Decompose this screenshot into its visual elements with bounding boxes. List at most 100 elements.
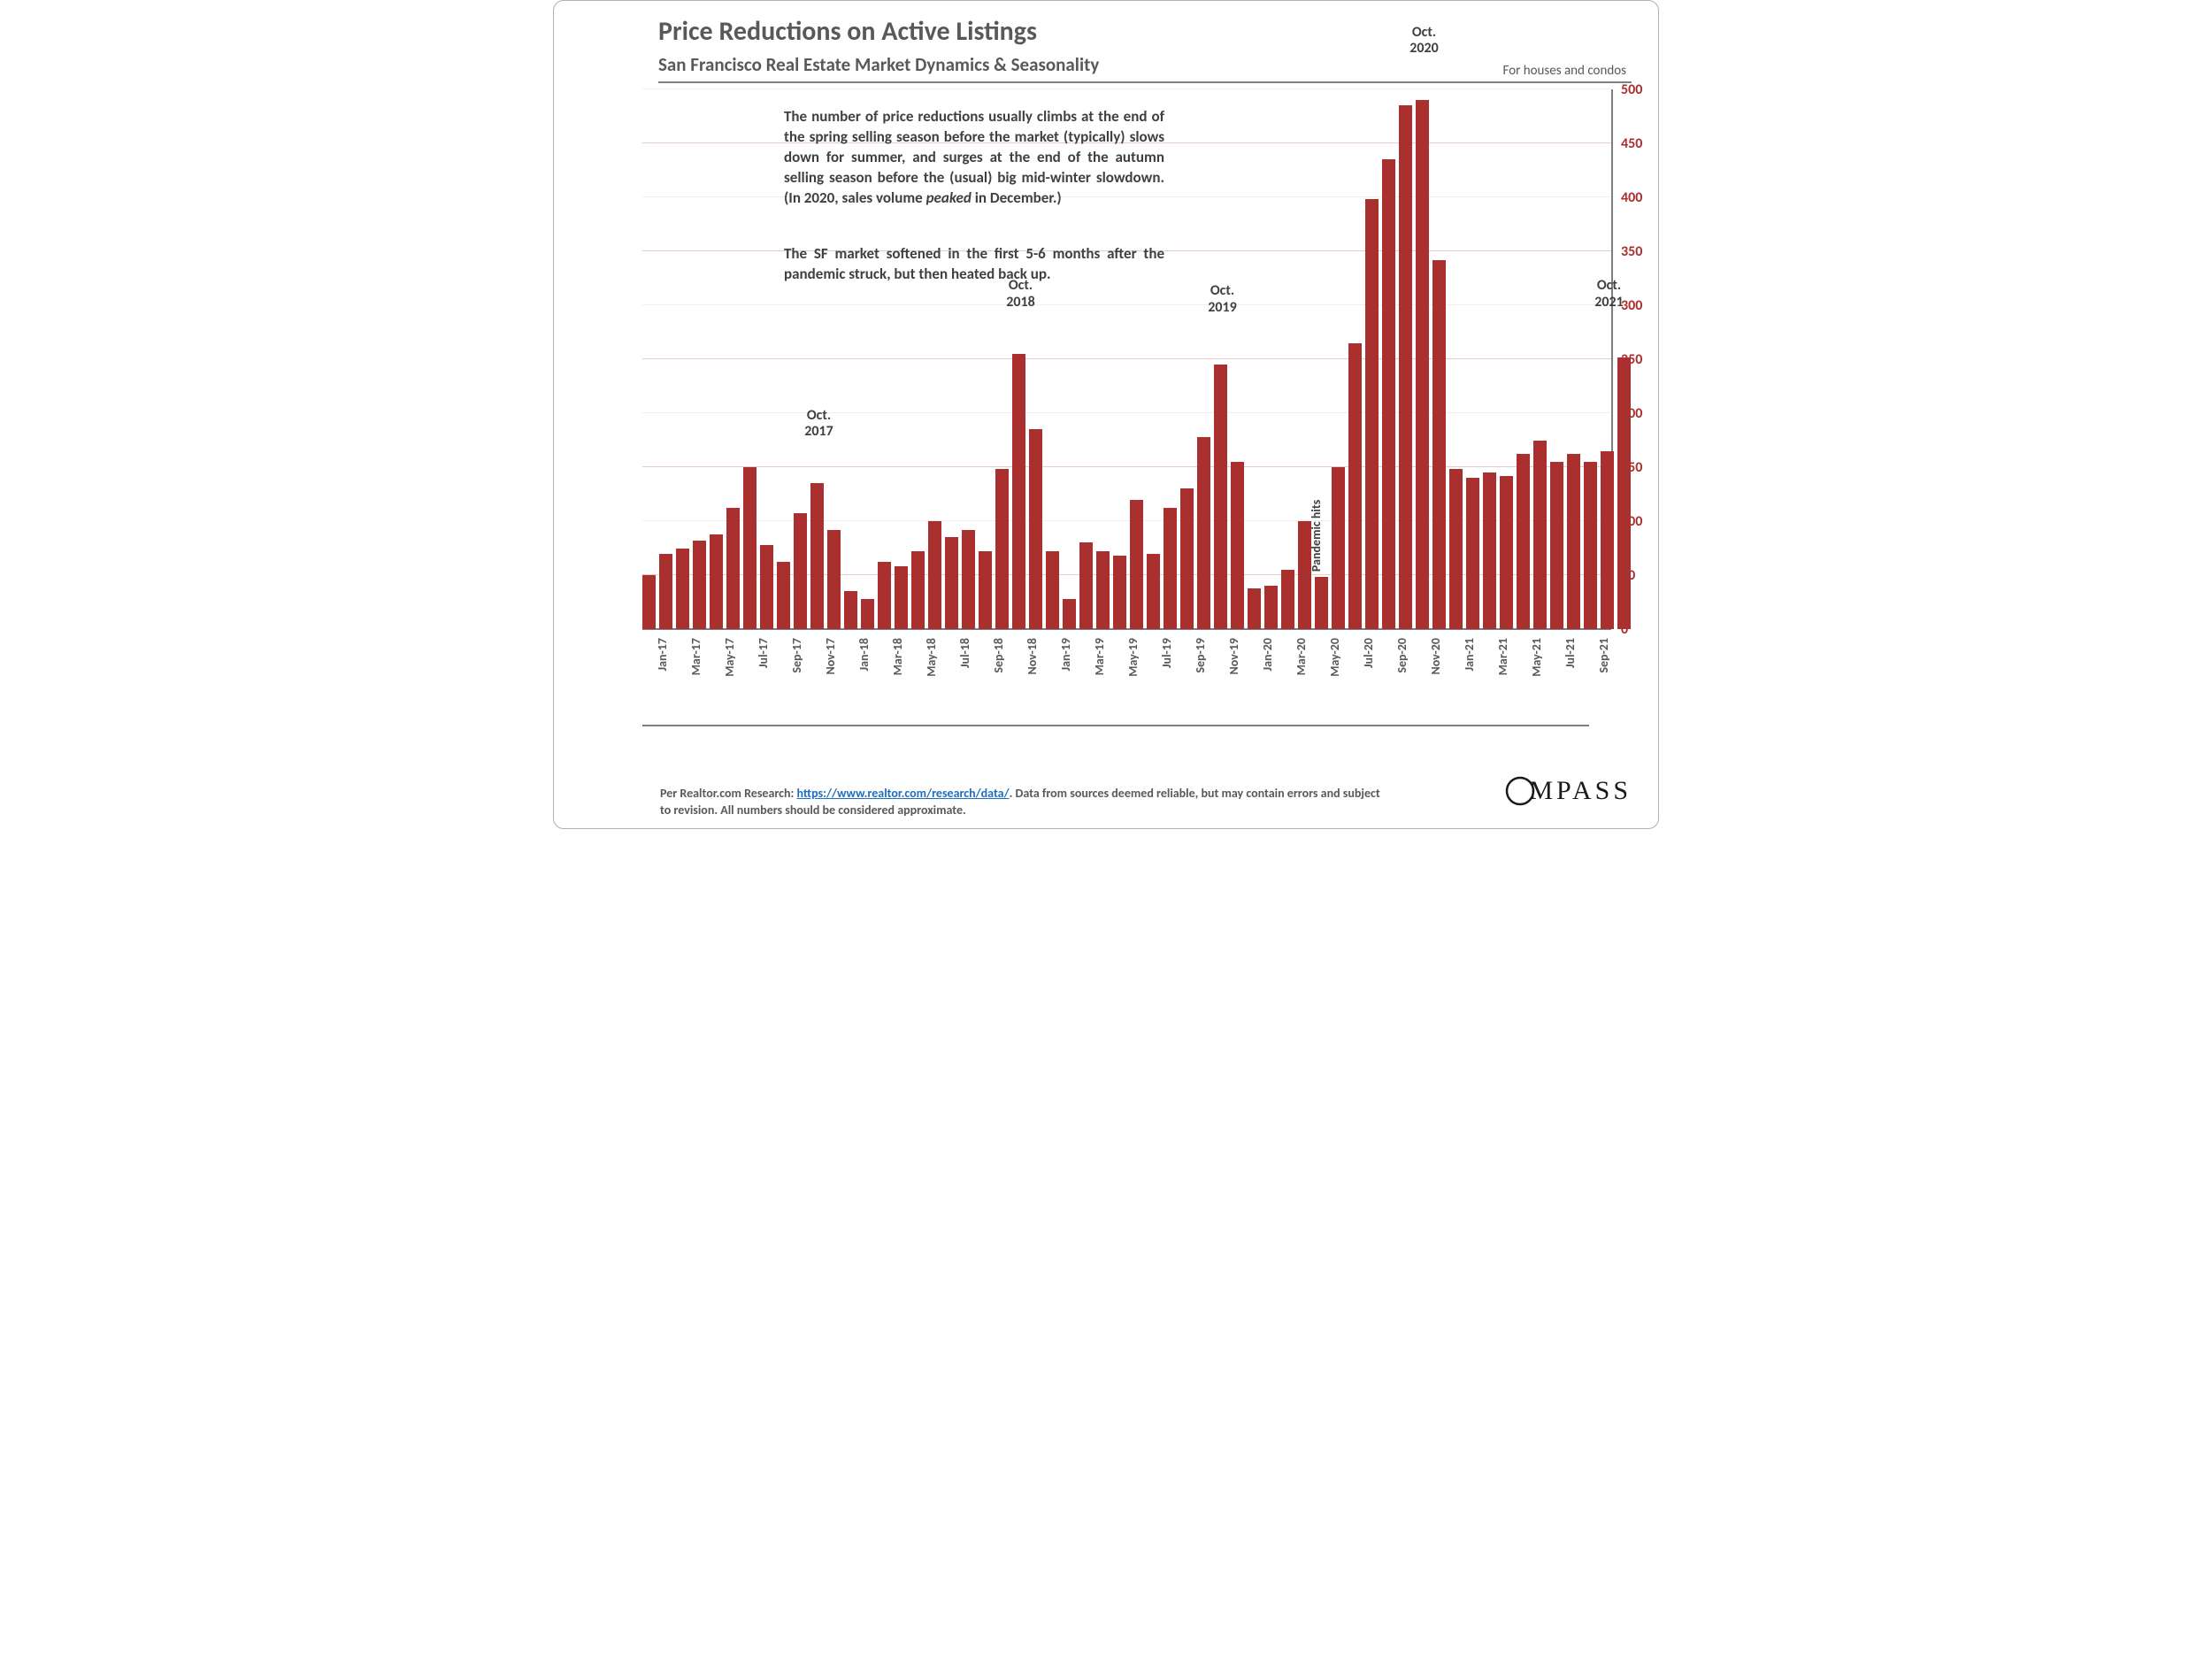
x-tick-label: Nov-17 [823, 638, 838, 709]
chart-page: Price Reductions on Active Listings San … [553, 0, 1659, 829]
bar [1483, 472, 1496, 629]
compass-logo-text: MPASS [1529, 776, 1632, 806]
bar [827, 530, 841, 629]
x-tick-label: Sep-19 [1193, 638, 1208, 709]
y-tick-label: 200 [1621, 405, 1642, 422]
bar [1567, 454, 1580, 629]
bar [1416, 100, 1429, 629]
chart-area: The number of price reductions usually c… [642, 89, 1633, 664]
y-tick-label: 150 [1621, 459, 1642, 476]
x-tick-label: Jul-18 [957, 638, 972, 709]
title-rule [658, 81, 1632, 83]
x-tick-label: Jan-20 [1260, 638, 1275, 709]
bar [1601, 451, 1614, 629]
bar [1365, 199, 1379, 629]
bar [1432, 260, 1446, 629]
page-subtitle: San Francisco Real Estate Market Dynamic… [658, 53, 1642, 76]
y-tick-label: 350 [1621, 243, 1642, 260]
x-tick-label: Nov-19 [1226, 638, 1241, 709]
bar [1332, 467, 1345, 629]
x-tick-label: Sep-18 [991, 638, 1006, 709]
x-tick-label: May-21 [1529, 638, 1544, 709]
x-tick-label: Jan-21 [1462, 638, 1477, 709]
bar [1449, 469, 1463, 629]
x-tick-label: Jan-19 [1058, 638, 1073, 709]
bar [760, 545, 773, 629]
bar [1197, 437, 1210, 629]
x-tick-label: Jul-20 [1361, 638, 1376, 709]
bar [794, 513, 807, 629]
plot-area: The number of price reductions usually c… [642, 89, 1611, 629]
x-bottom-rule [642, 725, 1589, 726]
x-axis-labels: Jan-17Mar-17May-17Jul-17Sep-17Nov-17Jan-… [642, 633, 1611, 730]
x-tick-label: Mar-19 [1092, 638, 1107, 709]
bar [1063, 599, 1076, 629]
bar [1214, 365, 1227, 629]
bar [1466, 478, 1479, 629]
x-tick-label: May-20 [1327, 638, 1342, 709]
y-tick-label: 250 [1621, 351, 1642, 368]
for-note: For houses and condos [1503, 63, 1626, 79]
x-tick-label: May-17 [722, 638, 737, 709]
bar [1096, 551, 1110, 629]
x-tick-label: Jan-18 [856, 638, 872, 709]
footer-link[interactable]: https://www.realtor.com/research/data/ [797, 786, 1010, 801]
bar [1348, 343, 1362, 629]
x-tick-label: Nov-18 [1025, 638, 1040, 709]
bar [1281, 570, 1294, 629]
peak-annotation: Oct. 2017 [795, 408, 844, 441]
bar [726, 508, 740, 629]
bar [777, 562, 790, 629]
bar [810, 483, 824, 629]
bar [1500, 476, 1513, 629]
bar [1517, 454, 1530, 629]
x-tick-label: Sep-20 [1394, 638, 1409, 709]
bar [1248, 588, 1261, 629]
bar [895, 566, 908, 629]
bar [1617, 357, 1631, 629]
bar [878, 562, 891, 629]
peak-annotation: Oct. 2018 [996, 278, 1046, 311]
y-tick-label: 300 [1621, 297, 1642, 314]
body-paragraph-1: The number of price reductions usually c… [784, 107, 1164, 209]
x-tick-label: May-18 [924, 638, 939, 709]
x-tick-label: Nov-20 [1428, 638, 1443, 709]
y-axis-line [1611, 89, 1613, 452]
x-tick-label: Jul-21 [1563, 638, 1578, 709]
bar [1584, 462, 1597, 629]
compass-logo: MPASS [1504, 775, 1632, 807]
gridline [642, 412, 1611, 413]
bar [693, 541, 706, 629]
x-tick-label: Mar-20 [1294, 638, 1309, 709]
bar [1029, 429, 1042, 629]
bar [642, 575, 656, 629]
x-tick-label: May-19 [1125, 638, 1141, 709]
x-tick-label: Mar-18 [890, 638, 905, 709]
bar [1382, 159, 1395, 629]
y-tick-label: 400 [1621, 189, 1642, 206]
gridline [642, 88, 1611, 89]
bar [1079, 542, 1093, 629]
bar [962, 530, 975, 629]
bar [710, 534, 723, 629]
y-tick-label: 50 [1621, 567, 1635, 584]
bar [979, 551, 992, 629]
x-tick-label: Sep-21 [1596, 638, 1611, 709]
bar [1147, 554, 1160, 629]
peak-annotation: Oct. 2019 [1198, 283, 1248, 316]
y-tick-label: 100 [1621, 513, 1642, 530]
y-tick-label: 0 [1621, 621, 1628, 638]
bar [1231, 462, 1244, 629]
bar [743, 467, 757, 629]
y-tick-label: 450 [1621, 135, 1642, 152]
bar [1130, 500, 1143, 629]
footer-pre: Per Realtor.com Research: [660, 786, 797, 801]
x-tick-label: Mar-21 [1495, 638, 1510, 709]
bar [659, 554, 672, 629]
bar [1264, 586, 1278, 629]
page-title: Price Reductions on Active Listings [658, 15, 1642, 48]
bar [844, 591, 857, 629]
bar [861, 599, 874, 629]
gridline [642, 358, 1611, 359]
bar [1180, 488, 1194, 629]
